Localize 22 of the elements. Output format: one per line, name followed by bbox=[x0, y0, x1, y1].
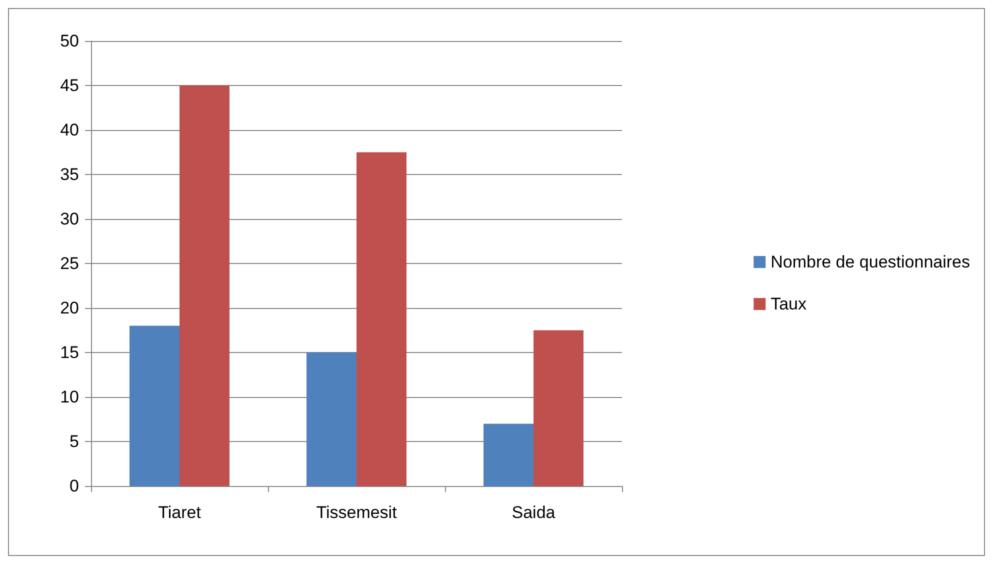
x-tick-label: Saida bbox=[512, 503, 556, 522]
y-tick-label: 10 bbox=[60, 388, 79, 406]
y-tick-label: 30 bbox=[60, 210, 79, 228]
bar bbox=[534, 330, 584, 486]
y-tick-label: 40 bbox=[60, 120, 79, 140]
y-tick-label: 15 bbox=[60, 343, 79, 362]
x-tick-label: Tiaret bbox=[158, 503, 202, 522]
bar bbox=[180, 86, 230, 486]
x-tick-label: Tissemesit bbox=[316, 503, 398, 522]
bar bbox=[130, 326, 180, 486]
y-tick-label: 0 bbox=[70, 476, 79, 496]
y-tick-label: 5 bbox=[70, 432, 79, 451]
bar bbox=[356, 152, 406, 486]
y-tick-label: 50 bbox=[60, 32, 79, 50]
legend-label: Nombre de questionnaires bbox=[770, 252, 970, 272]
y-tick-label: 20 bbox=[60, 298, 79, 318]
bar bbox=[306, 352, 356, 486]
y-tick-label: 25 bbox=[60, 254, 79, 273]
legend-label: Taux bbox=[770, 294, 808, 314]
y-tick-label: 45 bbox=[60, 76, 79, 95]
y-tick-label: 35 bbox=[60, 165, 79, 184]
bar bbox=[484, 424, 534, 486]
